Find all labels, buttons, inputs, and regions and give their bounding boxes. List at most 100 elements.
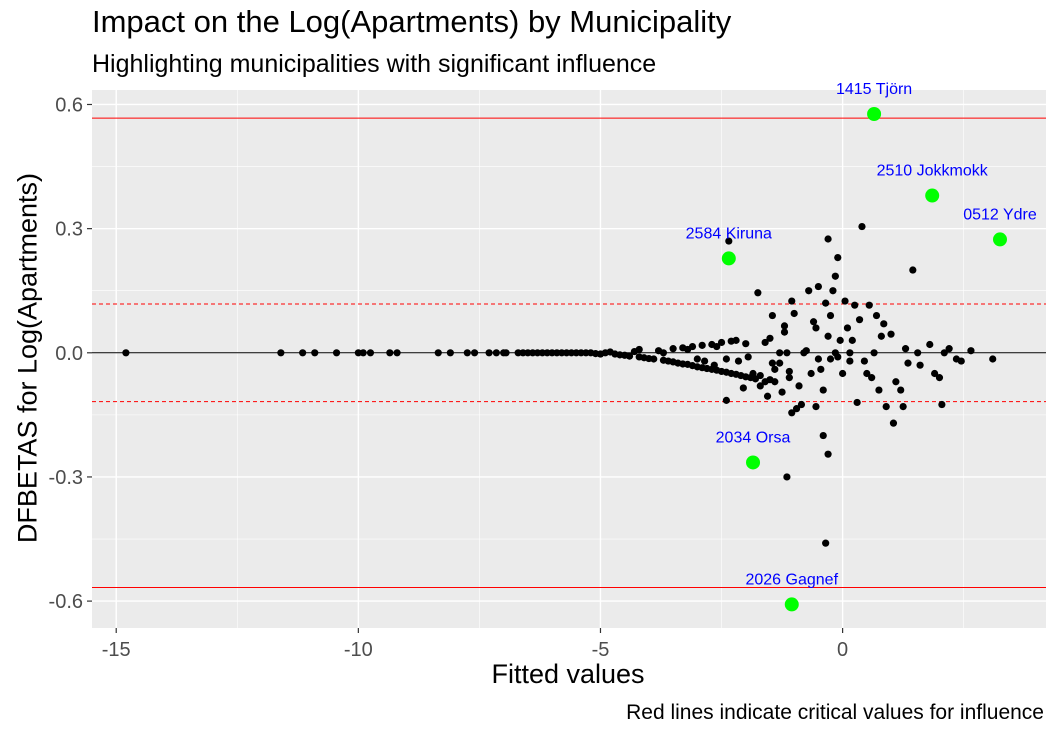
data-point [650, 355, 658, 363]
data-point [625, 352, 634, 360]
data-point [822, 299, 830, 307]
data-point [434, 349, 442, 357]
data-point [766, 334, 774, 342]
highlighted-points: 1415 Tjörn 2510 Jokkmokk 0512 Ydre 2584 Kir… [686, 81, 1037, 612]
data-point [826, 311, 835, 320]
x-axis-label: Fitted values [491, 659, 645, 689]
data-point [882, 402, 890, 411]
data-point [788, 297, 796, 305]
data-point [359, 349, 367, 357]
x-tick-label: -10 [344, 639, 373, 661]
data-point [693, 355, 701, 363]
data-point [754, 289, 762, 297]
data-point [446, 349, 454, 357]
y-axis-label: DFBETAS for Log(Apartments) [12, 172, 43, 544]
data-point [732, 336, 740, 344]
data-point [938, 400, 946, 409]
data-point [855, 316, 864, 324]
highlight-label: 1415 Tjörn [836, 81, 912, 98]
data-point [749, 369, 757, 378]
data-point [834, 353, 842, 361]
data-point [935, 374, 944, 382]
data-point [824, 450, 832, 458]
data-point [805, 287, 813, 295]
data-point [814, 282, 822, 291]
data-point [824, 332, 832, 340]
data-point [812, 402, 820, 411]
data-point [776, 359, 784, 367]
data-point [366, 349, 375, 357]
data-point [909, 266, 917, 274]
x-tick-label: -15 [102, 639, 131, 661]
highlight-label: 0512 Ydre [963, 206, 1037, 223]
data-point [485, 349, 493, 357]
data-point [659, 349, 668, 357]
data-point [299, 349, 307, 357]
data-point [831, 272, 839, 280]
data-point [877, 332, 885, 340]
data-point [904, 359, 912, 367]
highlight-point [721, 251, 736, 266]
data-point [865, 301, 873, 309]
data-point [768, 359, 776, 367]
data-point [780, 322, 789, 330]
data-point [901, 345, 910, 353]
data-point [809, 318, 818, 326]
data-points [122, 222, 997, 547]
data-point [700, 357, 709, 365]
data-point [771, 378, 779, 386]
grid-lines [92, 90, 1046, 628]
highlight-label: 2034 Orsa [716, 429, 791, 446]
plot-panel [92, 90, 1046, 628]
data-point [463, 349, 471, 357]
data-point [916, 361, 924, 369]
data-point [853, 398, 861, 407]
data-point [931, 369, 939, 378]
data-point [870, 349, 878, 357]
data-point [790, 309, 798, 318]
axis-ticks: -15 -10 -5 0 -0.6 -0.3 0.0 0.3 0.6 [49, 94, 849, 661]
x-tick-label: 0 [837, 639, 848, 661]
data-point [783, 349, 791, 357]
data-point [887, 330, 895, 338]
data-point [470, 349, 479, 357]
data-point [814, 355, 822, 363]
data-point [277, 349, 285, 357]
data-point [899, 402, 907, 411]
data-point [756, 371, 764, 380]
panel-background [92, 90, 1046, 628]
data-point [788, 409, 796, 417]
data-point [502, 349, 510, 357]
data-point [860, 357, 869, 365]
highlight-point [867, 107, 882, 122]
data-point [868, 374, 876, 382]
data-point [967, 347, 975, 355]
y-tick-label: 0.6 [55, 94, 83, 116]
data-point [819, 431, 827, 440]
data-point [332, 349, 341, 357]
y-tick-label: -0.6 [49, 591, 83, 613]
data-point [872, 311, 881, 320]
data-point [785, 374, 793, 382]
data-point [742, 340, 750, 348]
data-point [841, 297, 849, 305]
data-point [858, 222, 866, 231]
data-point [713, 342, 721, 351]
data-point [957, 357, 965, 365]
data-point [889, 419, 898, 427]
data-point [783, 473, 791, 481]
data-point [744, 353, 752, 361]
highlight-point [992, 232, 1007, 247]
data-point [843, 324, 852, 332]
data-point [839, 369, 847, 378]
data-point [122, 349, 130, 357]
chart-caption: Red lines indicate critical values for i… [626, 701, 1044, 724]
data-point [393, 349, 401, 357]
data-point [897, 386, 905, 394]
data-point [914, 349, 922, 357]
data-point [875, 386, 883, 394]
data-point [756, 382, 764, 390]
data-point [492, 349, 500, 357]
data-point [778, 388, 786, 396]
